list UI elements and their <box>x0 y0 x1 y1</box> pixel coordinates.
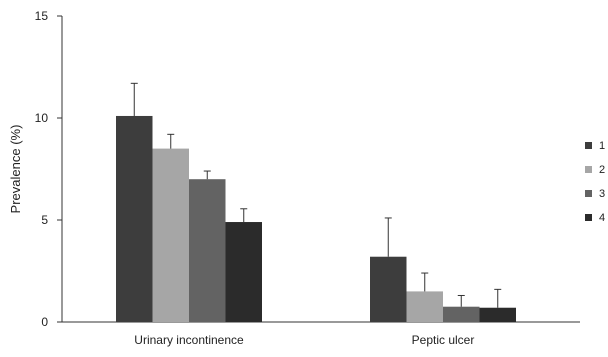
bar <box>370 256 407 322</box>
legend-swatch <box>585 142 592 149</box>
bar <box>406 291 443 322</box>
legend-swatch <box>585 190 592 197</box>
category-label: Peptic ulcer <box>412 333 475 347</box>
bar <box>116 115 153 323</box>
error-bars <box>130 82 502 308</box>
legend-label: 1 <box>599 140 605 152</box>
legend-label: 2 <box>599 164 605 176</box>
legend-swatch <box>585 214 592 221</box>
legend-swatch <box>585 166 592 173</box>
legend: 1 2 3 4 <box>585 140 605 224</box>
bars <box>116 115 516 323</box>
bar <box>225 222 262 322</box>
bar <box>443 306 480 322</box>
legend-label: 4 <box>599 212 605 224</box>
y-tick-label: 0 <box>41 315 48 329</box>
bar <box>152 148 189 322</box>
y-tick-label: 10 <box>35 111 49 125</box>
category-label: Urinary incontinence <box>134 333 244 347</box>
bar <box>189 179 226 322</box>
y-tick-label: 5 <box>41 213 48 227</box>
y-tick-label: 15 <box>35 9 49 23</box>
y-axis-title: Prevalence (%) <box>8 125 23 214</box>
legend-label: 3 <box>599 188 605 200</box>
axis-labels: 0 5 10 15 Prevalence (%) Urinary incontinence… <box>8 9 474 347</box>
bar <box>479 307 516 322</box>
